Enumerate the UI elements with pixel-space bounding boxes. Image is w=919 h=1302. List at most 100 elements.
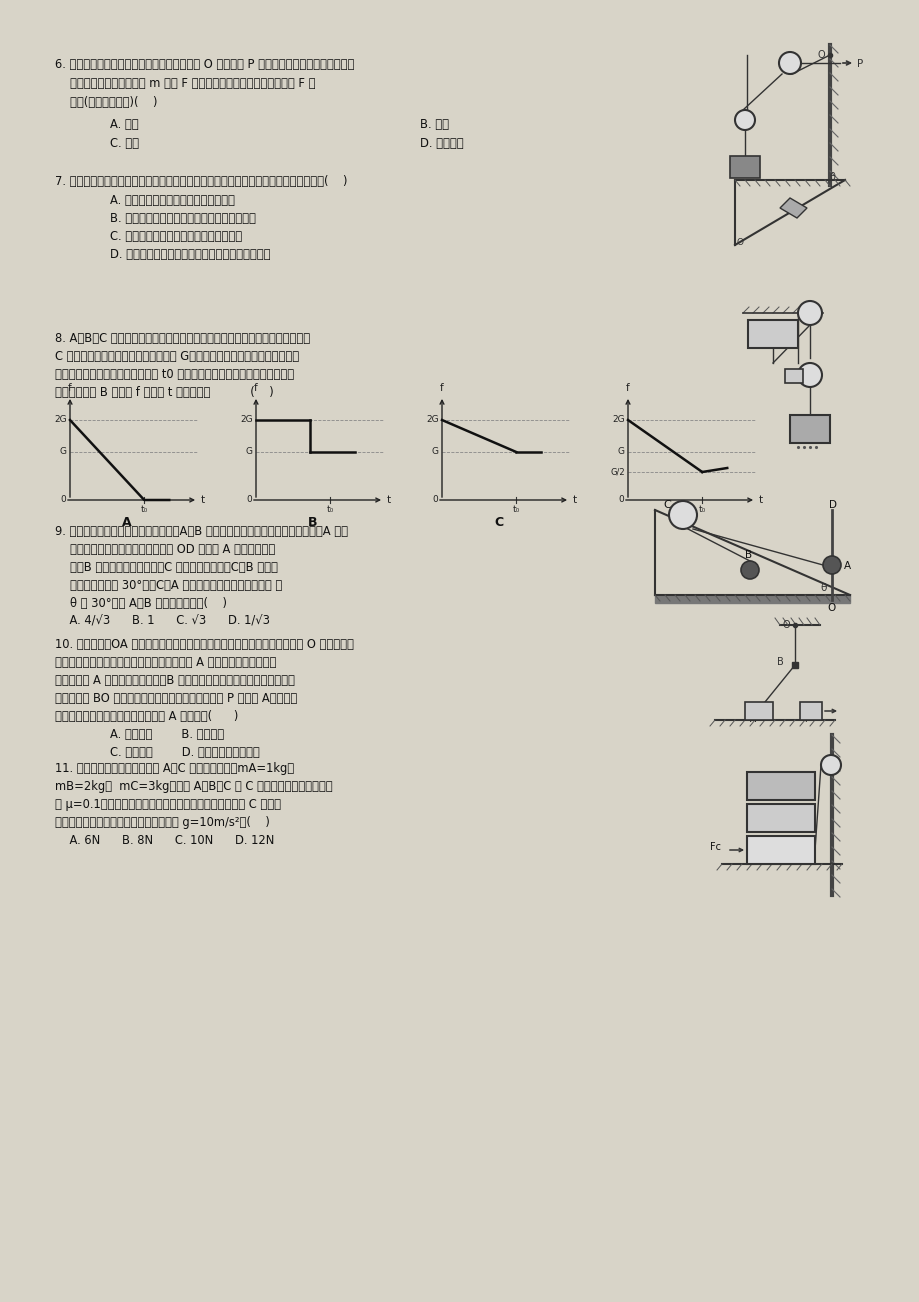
Text: f: f (254, 383, 257, 393)
Text: F: F (803, 715, 808, 724)
Text: C. 保持不变        D. 条件不足，无法判断: C. 保持不变 D. 条件不足，无法判断 (110, 746, 259, 759)
Text: 速拉出，则所需施加的拉力最小值为（取 g=10m/s²）(    ): 速拉出，则所需施加的拉力最小值为（取 g=10m/s²）( ) (55, 816, 269, 829)
Text: 化为(不计一切摩擦)(    ): 化为(不计一切摩擦)( ) (70, 96, 157, 109)
Bar (747, 320, 797, 348)
Text: f: f (68, 383, 72, 393)
Text: C: C (494, 516, 503, 529)
Text: f: f (439, 383, 443, 393)
Text: D: D (679, 516, 689, 529)
Text: 2G: 2G (54, 415, 67, 424)
Text: t₀: t₀ (698, 505, 705, 514)
Text: 为 μ=0.1，轻绳与滑轮间的摩擦可都略不计，若要用力将 C 物体均: 为 μ=0.1，轻绳与滑轮间的摩擦可都略不计，若要用力将 C 物体均 (55, 798, 280, 811)
Text: G: G (618, 448, 624, 457)
Text: 0: 0 (432, 496, 437, 504)
Text: 与静止在动摩擦因数固定的水平地面上的滑块 A 相连，当绳处于竖直位: 与静止在动摩擦因数固定的水平地面上的滑块 A 相连，当绳处于竖直位 (55, 656, 276, 669)
Text: t: t (573, 495, 576, 505)
Text: 0: 0 (60, 496, 66, 504)
Text: 0: 0 (246, 496, 252, 504)
Text: θ: θ (819, 583, 825, 592)
Text: A. 物体受重力和支持力的合力逐渐增大: A. 物体受重力和支持力的合力逐渐增大 (110, 194, 234, 207)
Bar (746, 772, 814, 799)
Text: A. 变大: A. 变大 (110, 118, 139, 132)
Text: t₀: t₀ (326, 505, 334, 514)
Text: 绳与竖直方向成 30°角，C、A 之间绳与斜面平行，斜面倒角 为: 绳与竖直方向成 30°角，C、A 之间绳与斜面平行，斜面倒角 为 (70, 579, 282, 592)
Text: θ: θ (829, 172, 835, 182)
Text: 触，B 与斜面的接触面光滑，C 处滑轮摩擦不计，C、B 之间的: 触，B 与斜面的接触面光滑，C 处滑轮摩擦不计，C、B 之间的 (70, 561, 278, 574)
Text: B: B (744, 549, 752, 560)
Bar (746, 836, 814, 865)
Text: θ 为 30°，则 A、B 两球的质量比为(    ): θ 为 30°，则 A、B 两球的质量比为( ) (70, 598, 227, 611)
Text: t₀: t₀ (141, 505, 148, 514)
Text: t: t (758, 495, 762, 505)
Text: G: G (245, 448, 253, 457)
Text: 花板的距离 BO 等于弹性绳的自然长度。现用水平力 P 作用于 A，使之向: 花板的距离 BO 等于弹性绳的自然长度。现用水平力 P 作用于 A，使之向 (55, 691, 297, 704)
Text: A: A (774, 772, 782, 783)
Text: C: C (663, 500, 670, 510)
Bar (784, 368, 802, 383)
Text: 10. 如图所示，OA 为一遵守胡克定律的弹性轻绳，其一端固定在天花板上的 O 点，另一端: 10. 如图所示，OA 为一遵守胡克定律的弹性轻绳，其一端固定在天花板上的 O … (55, 638, 354, 651)
Text: O: O (817, 49, 824, 60)
Text: 带孔小球，穿在光滑固定的竖直杆 OD 上，且 A 球与斜面接触: 带孔小球，穿在光滑固定的竖直杆 OD 上，且 A 球与斜面接触 (70, 543, 275, 556)
Bar (789, 415, 829, 443)
Text: 0: 0 (618, 496, 623, 504)
Bar (746, 805, 814, 832)
Text: A: A (749, 715, 755, 724)
Circle shape (740, 561, 758, 579)
Text: 开口，使砂子均匀流出，经过时间 t0 流完，则下图中哪个图能表示在这过程: 开口，使砂子均匀流出，经过时间 t0 流完，则下图中哪个图能表示在这过程 (55, 368, 294, 381)
Bar (729, 156, 759, 178)
Text: B: B (777, 658, 783, 667)
Text: A. 4/√3      B. 1      C. √3      D. 1/√3: A. 4/√3 B. 1 C. √3 D. 1/√3 (55, 615, 269, 628)
Circle shape (797, 301, 821, 326)
Text: A: A (843, 561, 850, 572)
Text: C: C (774, 836, 782, 846)
Polygon shape (779, 198, 806, 217)
Text: A: A (765, 320, 772, 329)
Circle shape (778, 52, 800, 74)
Circle shape (820, 755, 840, 775)
Text: mB=2kg，  mC=3kg，物体 A、B、C 及 C 与地面间的动摩擦因数均: mB=2kg， mC=3kg，物体 A、B、C 及 C 与地面间的动摩擦因数均 (55, 780, 333, 793)
Text: 置时，滑块 A 与地面有压力作用，B 为一紧绑在绳的光滑水平小钉，它到天: 置时，滑块 A 与地面有压力作用，B 为一紧绑在绳的光滑水平小钉，它到天 (55, 674, 295, 687)
Circle shape (797, 363, 821, 387)
Text: D: D (828, 500, 836, 510)
Text: 中索面对物体 B 的弹力 f 随时间 t 的变化关系           (    ): 中索面对物体 B 的弹力 f 随时间 t 的变化关系 ( ) (55, 385, 274, 398)
Bar (744, 702, 772, 720)
Text: O: O (826, 603, 834, 613)
Circle shape (823, 556, 840, 574)
Text: t₀: t₀ (512, 505, 519, 514)
Text: C. 不变: C. 不变 (110, 137, 139, 150)
Text: 6. 如图所示，不可伸长的轻绳一端固定于墙上 O 点，拉力 P 通过一轻质定滑轮和轻质动滑轮: 6. 如图所示，不可伸长的轻绳一端固定于墙上 O 点，拉力 P 通过一轻质定滑轮… (55, 59, 354, 72)
Text: G: G (60, 448, 67, 457)
Text: t: t (200, 495, 205, 505)
Text: m: m (737, 163, 746, 173)
Polygon shape (654, 595, 849, 603)
Text: O: O (782, 620, 789, 630)
Text: t: t (387, 495, 391, 505)
Text: Fc: Fc (709, 842, 720, 852)
Text: 8. A、B、C 三个物体通过细线和光滑的滑轮相连，处于静止状态，如图所示。: 8. A、B、C 三个物体通过细线和光滑的滑轮相连，处于静止状态，如图所示。 (55, 332, 310, 345)
Text: A: A (122, 516, 131, 529)
Circle shape (668, 501, 697, 529)
Text: B: B (308, 516, 317, 529)
Text: C 是一箱砂子，砂子和箱的重力都等于 G，动滑轮的质量不计，打开箱子下端: C 是一箱砂子，砂子和箱的重力都等于 G，动滑轮的质量不计，打开箱子下端 (55, 350, 299, 363)
Text: 右作直线运动，在运动过程中，作用 A 的弹簧力(      ): 右作直线运动，在运动过程中，作用 A 的弹簧力( ) (55, 710, 238, 723)
Text: G/2: G/2 (609, 467, 624, 477)
Text: B: B (774, 805, 782, 814)
Text: 9. 如图所示，整个装置处于静止状态，A、B 两球由一根绕过定滑轮的轻绳相连接，A 为一: 9. 如图所示，整个装置处于静止状态，A、B 两球由一根绕过定滑轮的轻绳相连接，… (55, 525, 347, 538)
Text: D. 物体受重力、支持力和静摩擦力的合力逐渐增大: D. 物体受重力、支持力和静摩擦力的合力逐渐增大 (110, 247, 270, 260)
Text: B: B (788, 372, 794, 383)
Text: B. 变小: B. 变小 (420, 118, 448, 132)
Text: B. 物体所受支持力和静摩擦力的合力逐渐增大: B. 物体所受支持力和静摩擦力的合力逐渐增大 (110, 212, 255, 225)
Text: 11. 如图所示，轻绳两端分别与 A、C 两物体相连接，mA=1kg，: 11. 如图所示，轻绳两端分别与 A、C 两物体相连接，mA=1kg， (55, 762, 294, 775)
Text: G: G (432, 448, 438, 457)
Text: O: O (736, 238, 743, 247)
Text: 7. 一物体静置于斜面上，如图所示，当斜面倒角逐渐增大而物体仍静止在斜面上时，则(    ): 7. 一物体静置于斜面上，如图所示，当斜面倒角逐渐增大而物体仍静止在斜面上时，则… (55, 174, 347, 187)
Bar (800, 702, 821, 720)
Text: C. 物体受重力和静摩擦力的合力逐渐增大: C. 物体受重力和静摩擦力的合力逐渐增大 (110, 230, 242, 243)
Text: 作用于绳另一端，则重物 m 在力 F 的作用下缓慢上升的过程中，拉力 F 变: 作用于绳另一端，则重物 m 在力 F 的作用下缓慢上升的过程中，拉力 F 变 (70, 77, 315, 90)
Text: f: f (626, 383, 630, 393)
Text: C: C (801, 423, 809, 434)
Text: P: P (857, 59, 862, 69)
Text: 2G: 2G (425, 415, 438, 424)
Text: 2G: 2G (240, 415, 253, 424)
Text: 2G: 2G (612, 415, 624, 424)
